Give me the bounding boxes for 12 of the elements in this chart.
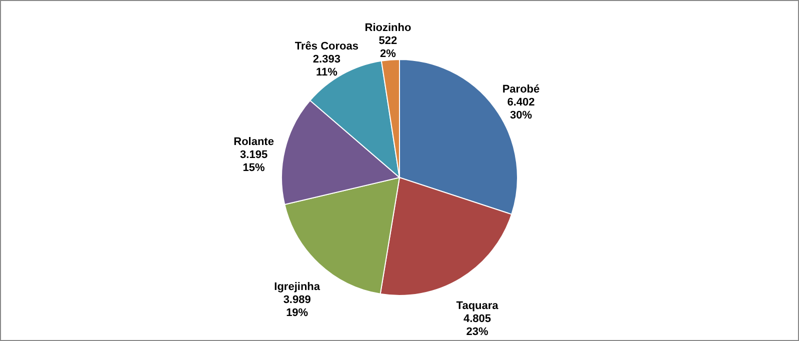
slice-label: Rolante (234, 136, 274, 148)
data-label: 3.989 19% (283, 294, 311, 320)
data-label: 6.402 30% (507, 96, 535, 122)
data-label: 4.805 23% (464, 312, 492, 338)
slice-label: Taquara (456, 300, 500, 312)
slice-label: Igrejinha (274, 281, 321, 294)
slice-label: Parobé (502, 84, 540, 96)
data-label: 2.393 11% (312, 53, 340, 78)
data-label: 522 2% (378, 34, 398, 60)
slice-label: Riozinho (364, 22, 412, 34)
slice-label: Três Coroas (294, 40, 358, 52)
data-label: 3.195 15% (240, 148, 268, 174)
